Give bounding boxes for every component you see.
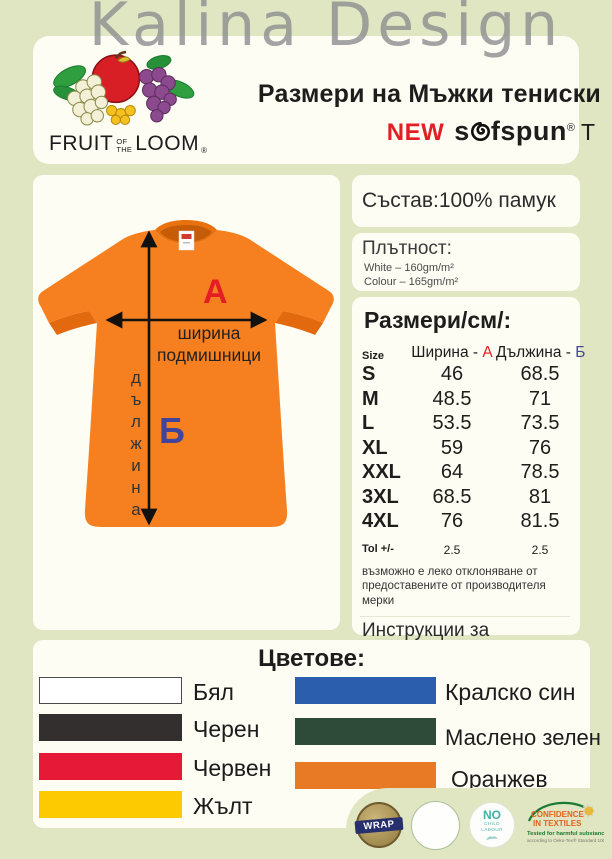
sizes-title: Размери/см/:	[364, 307, 512, 333]
density-white: White – 160gm/m²	[364, 262, 454, 274]
color-label: Бял	[193, 679, 234, 705]
header-card: FRUIT OF THE LOOM ® Размери на Мъжки тен…	[33, 36, 601, 164]
width-letter: А	[203, 273, 228, 311]
color-swatch-white	[39, 677, 182, 704]
tolerance-row: Tol +/- 2.5 2.5	[362, 542, 549, 557]
new-badge: NEW	[386, 119, 445, 146]
svg-text:ъ: ъ	[131, 390, 142, 409]
colors-panel: Цветове: Бял Черен Червен Жълт Кралско с…	[33, 640, 601, 830]
t-label: T	[580, 119, 595, 145]
color-label: Оранжев	[451, 766, 548, 792]
wrap-logo: WRAP	[354, 802, 404, 848]
density-title: Плътност:	[362, 238, 452, 259]
color-swatch-red	[39, 753, 182, 780]
brand-loom: LOOM	[135, 132, 200, 155]
svg-text:ж: ж	[130, 434, 142, 453]
page-title: Размери на Мъжки тениски	[257, 80, 601, 108]
col-header-length: Дължина - Б	[496, 344, 586, 361]
svg-text:а: а	[131, 500, 141, 519]
width-label-line2: подмишници	[157, 345, 261, 365]
col-header-size: Size	[362, 350, 385, 362]
color-label: Кралско син	[445, 679, 576, 705]
fruit-cluster-icon	[53, 50, 195, 126]
dove-icon	[486, 836, 498, 841]
color-label: Черен	[193, 716, 260, 742]
colors-title: Цветове:	[258, 645, 365, 672]
fruit-of-the-loom-wordmark: FRUIT OF THE LOOM ®	[49, 132, 219, 156]
product-line: NEW s fspun® T	[283, 116, 595, 147]
watermark: Kalina Design	[88, 0, 564, 60]
deviation-note: възможно е леко отклоняване от предостав…	[362, 565, 546, 608]
density-panel: Плътност: White – 160gm/m² Colour – 165g…	[352, 233, 580, 291]
svg-text:CONFIDENCE: CONFIDENCE	[531, 810, 585, 819]
svg-text:д: д	[131, 368, 141, 387]
svg-text:according to Oeko-Tex® Standar: according to Oeko-Tex® Standard 100	[527, 837, 604, 843]
spiral-o-icon	[470, 121, 490, 142]
round-seal-logo	[411, 800, 460, 850]
svg-text:н: н	[131, 478, 140, 497]
registered-mark: ®	[201, 146, 207, 155]
color-swatch-black	[39, 714, 182, 741]
length-label: д ъ л ж и н а	[130, 368, 142, 519]
brand-of-the: OF THE	[116, 137, 133, 155]
width-label-line1: ширина	[178, 323, 241, 343]
sizes-panel: Размери/см/: Size Ширина - А Дължина - Б…	[352, 297, 586, 693]
color-swatch-orange	[295, 762, 436, 789]
certification-logos: WRAP NO CHILD LABOUR ✳ CONFIDENCE IN TEX…	[354, 796, 604, 854]
svg-text:л: л	[131, 412, 141, 431]
measure-arrows	[105, 230, 268, 526]
brand-fruit: FRUIT	[49, 132, 114, 155]
no-child-labour-logo: NO CHILD LABOUR	[469, 802, 515, 848]
shirt-diagram-panel: А ширина подмишници д ъ л ж и н а Б	[33, 175, 340, 630]
color-swatch-royal-blue	[295, 677, 436, 704]
tshirt-body	[38, 230, 334, 527]
fruit-of-the-loom-logo: FRUIT OF THE LOOM ®	[49, 48, 219, 156]
color-swatch-olive-green	[295, 718, 436, 745]
tshirt-diagram: А ширина подмишници д ъ л ж и н а Б	[38, 220, 334, 527]
svg-text:Tested for harmful substances: Tested for harmful substances	[527, 831, 604, 837]
svg-text:и: и	[131, 456, 141, 475]
neck-label	[178, 230, 195, 251]
density-colour: Colour – 165gm/m²	[364, 276, 459, 289]
oeko-tex-logo: ✳ CONFIDENCE IN TEXTILES Tested for harm…	[527, 801, 604, 843]
color-label: Червен	[193, 755, 272, 781]
color-swatch-yellow	[39, 791, 182, 818]
composition-text: Състав:100% памук	[362, 189, 556, 212]
registered-mark: ®	[566, 122, 575, 134]
color-label: Жълт	[193, 793, 253, 819]
svg-text:IN TEXTILES: IN TEXTILES	[533, 819, 582, 828]
composition-panel: Състав:100% памук	[352, 175, 580, 227]
length-letter: Б	[159, 410, 185, 451]
sofspun-wordmark: s fspun	[454, 116, 567, 146]
color-label: Маслено зелен	[445, 725, 601, 750]
col-header-width: Ширина - А	[411, 344, 493, 361]
size-table: Size Ширина - А Дължина - Б S 46 68.5 M …	[362, 344, 586, 532]
